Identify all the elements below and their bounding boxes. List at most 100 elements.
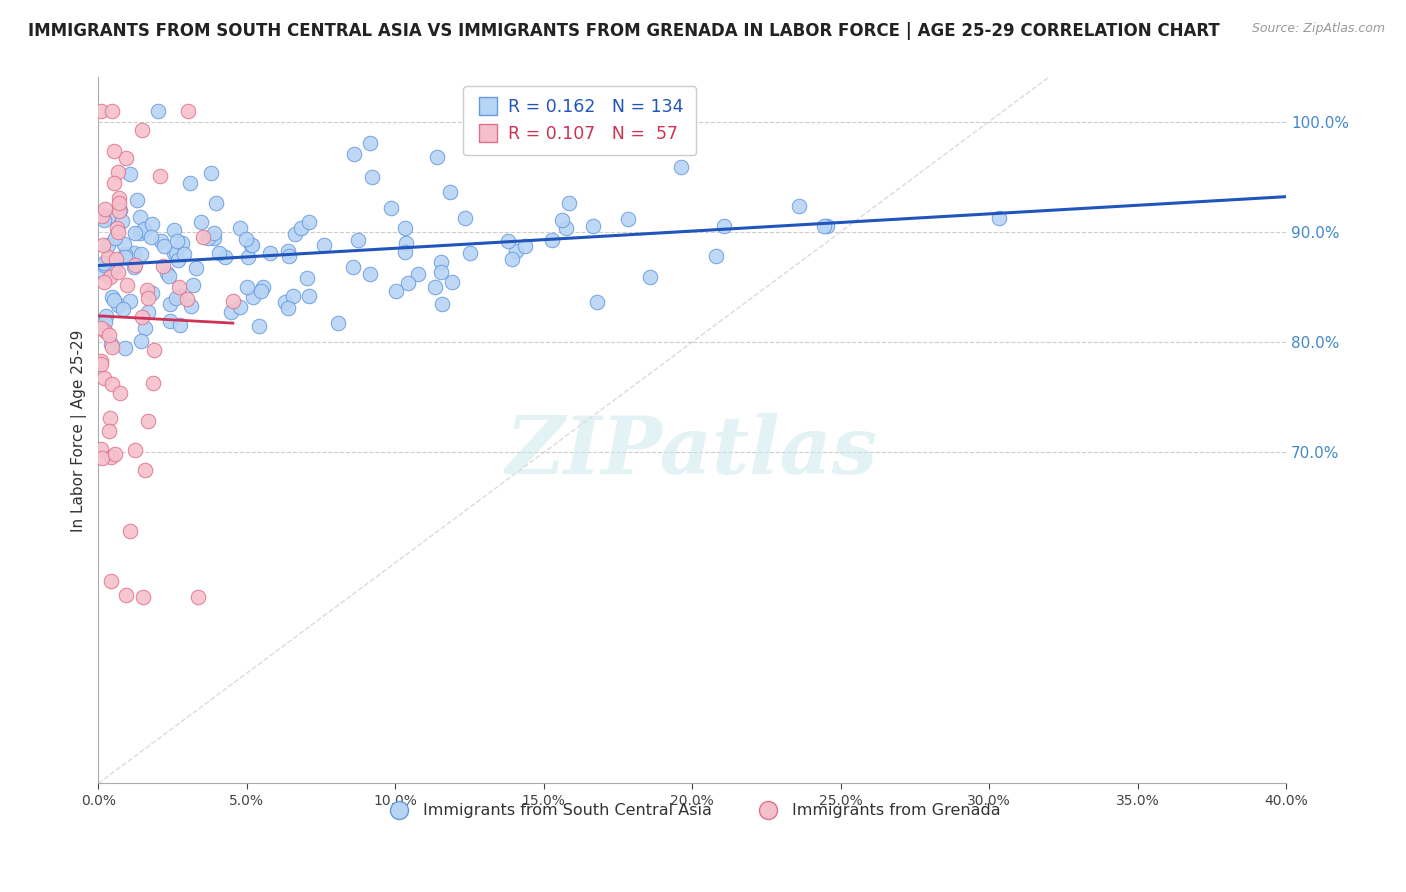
Point xyxy=(815,219,838,233)
Point xyxy=(496,234,519,248)
Point xyxy=(426,150,449,164)
Point xyxy=(314,237,336,252)
Point xyxy=(159,268,181,283)
Point xyxy=(259,245,281,260)
Point xyxy=(295,270,318,285)
Point xyxy=(142,343,165,358)
Point xyxy=(129,334,152,348)
Point xyxy=(118,524,141,539)
Point xyxy=(197,230,219,244)
Point xyxy=(103,293,125,308)
Point xyxy=(242,290,264,304)
Point xyxy=(134,222,156,236)
Point xyxy=(103,144,125,158)
Point xyxy=(132,590,155,604)
Point xyxy=(134,463,156,477)
Point xyxy=(104,231,127,245)
Point xyxy=(136,305,159,319)
Point xyxy=(105,221,128,235)
Point xyxy=(454,211,477,225)
Point xyxy=(558,196,581,211)
Y-axis label: In Labor Force | Age 25-29: In Labor Force | Age 25-29 xyxy=(72,329,87,532)
Point xyxy=(163,223,186,237)
Point xyxy=(706,249,728,263)
Point xyxy=(398,277,420,291)
Point xyxy=(97,210,120,224)
Point xyxy=(202,226,225,240)
Point xyxy=(505,244,527,258)
Point xyxy=(136,414,159,428)
Point xyxy=(90,321,112,335)
Point xyxy=(122,246,145,260)
Point xyxy=(93,266,115,280)
Point xyxy=(93,275,115,289)
Point xyxy=(156,266,179,280)
Point xyxy=(394,244,416,259)
Point xyxy=(97,424,120,438)
Point xyxy=(90,353,112,368)
Point xyxy=(214,250,236,264)
Point xyxy=(98,269,121,284)
Point xyxy=(90,357,112,371)
Point xyxy=(359,267,381,281)
Point xyxy=(361,170,384,185)
Point xyxy=(180,299,202,313)
Point xyxy=(290,221,312,235)
Point xyxy=(190,215,212,229)
Point xyxy=(101,376,124,391)
Point xyxy=(430,296,453,310)
Point xyxy=(278,249,301,263)
Point xyxy=(347,233,370,247)
Point xyxy=(277,244,299,259)
Point xyxy=(104,252,127,266)
Point xyxy=(114,250,136,264)
Point xyxy=(111,214,134,228)
Point xyxy=(284,227,307,241)
Point xyxy=(114,246,136,260)
Point xyxy=(100,337,122,351)
Point xyxy=(671,160,693,174)
Point xyxy=(136,291,159,305)
Point xyxy=(458,246,481,260)
Point xyxy=(441,276,464,290)
Point xyxy=(94,315,117,329)
Point xyxy=(97,238,120,252)
Point xyxy=(98,328,121,343)
Point xyxy=(555,221,578,235)
Point xyxy=(342,260,364,274)
Point xyxy=(118,293,141,308)
Point xyxy=(142,376,165,390)
Point xyxy=(98,410,121,425)
Point xyxy=(326,316,349,330)
Point xyxy=(181,278,204,293)
Point xyxy=(205,196,228,211)
Point xyxy=(90,103,112,118)
Point xyxy=(277,301,299,315)
Point xyxy=(167,280,190,294)
Point xyxy=(90,442,112,457)
Point xyxy=(988,211,1011,225)
Point xyxy=(406,268,429,282)
Point xyxy=(813,219,835,234)
Point xyxy=(127,193,149,207)
Point xyxy=(124,258,146,272)
Point xyxy=(146,103,169,118)
Point xyxy=(107,196,129,211)
Point xyxy=(131,310,153,324)
Point xyxy=(343,147,366,161)
Point xyxy=(153,239,176,253)
Point xyxy=(129,247,152,261)
Point xyxy=(94,310,117,324)
Point xyxy=(617,211,640,226)
Point xyxy=(298,289,321,303)
Point xyxy=(229,301,252,315)
Point xyxy=(103,260,125,275)
Point xyxy=(93,213,115,227)
Point xyxy=(384,284,406,298)
Point xyxy=(281,289,304,303)
Point xyxy=(100,574,122,589)
Point xyxy=(787,199,810,213)
Point xyxy=(108,386,131,401)
Point xyxy=(107,165,129,179)
Point xyxy=(152,260,174,274)
